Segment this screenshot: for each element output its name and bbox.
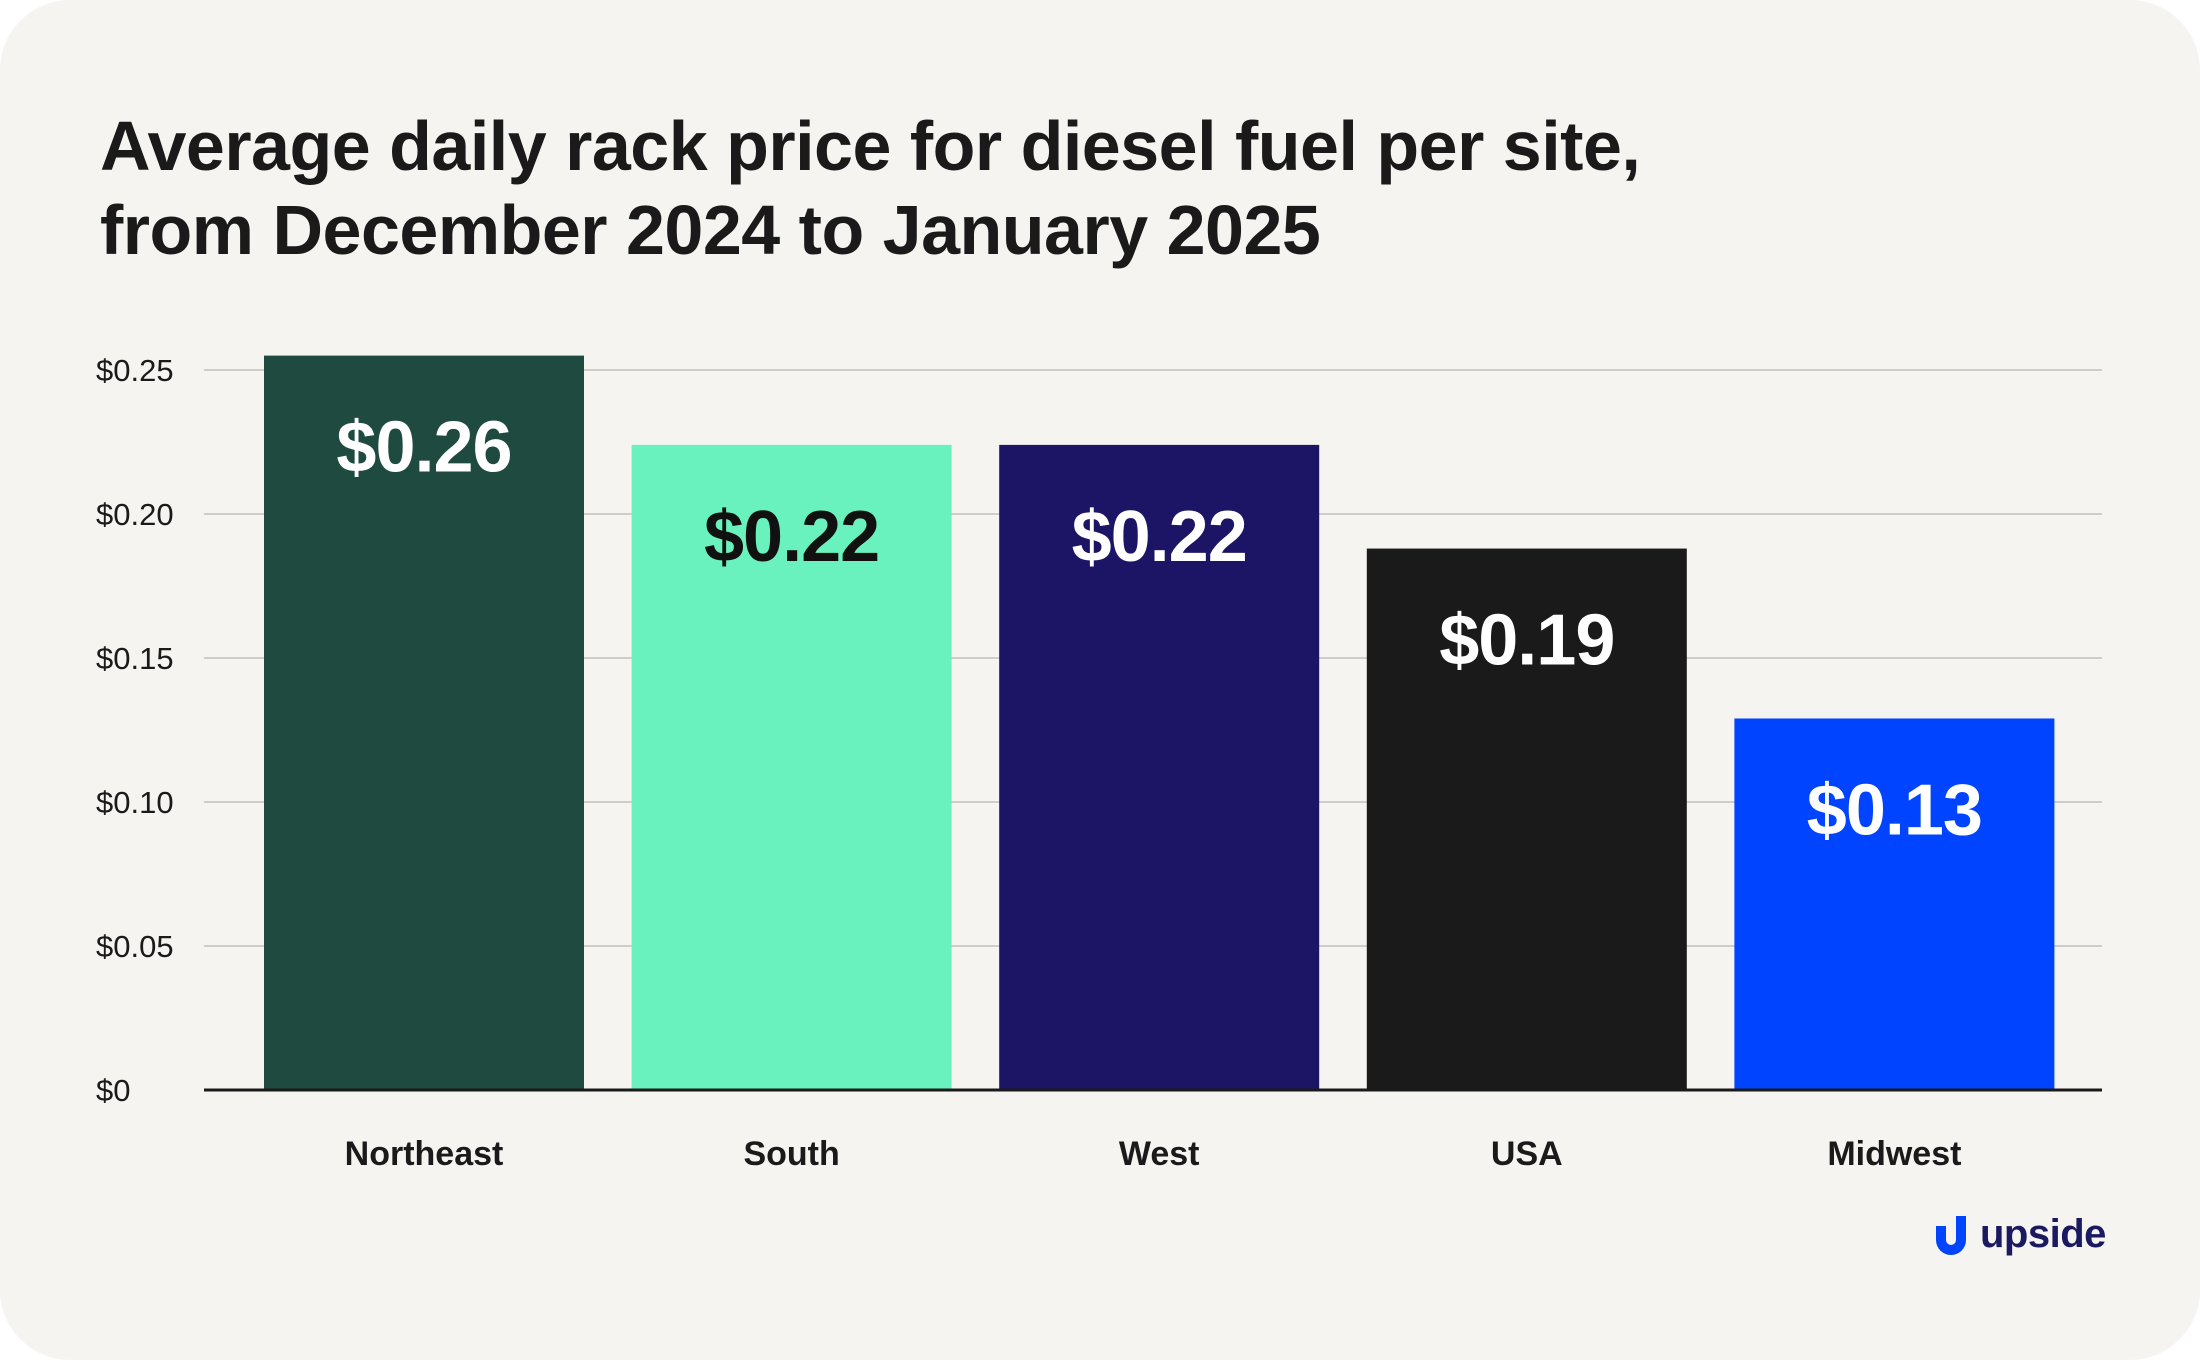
chart-title-line-1: Average daily rack price for diesel fuel… [100,107,1641,185]
y-tick-label: $0.10 [96,785,174,820]
x-tick-label: South [743,1135,839,1173]
x-axis-labels: Northeast South West USA Midwest [345,1135,1962,1173]
data-label: $0.22 [1072,497,1247,577]
y-tick-label: $0 [96,1073,130,1108]
y-axis-ticks: $0 $0.05 $0.10 $0.15 $0.20 $0.25 [96,353,174,1108]
data-label: $0.19 [1439,601,1614,681]
bars [264,355,2055,1091]
x-tick-label: West [1119,1135,1200,1173]
x-tick-label: Northeast [345,1135,504,1173]
brand-logo: upside [1932,1212,2106,1256]
data-labels: $0.26 $0.22 $0.22 $0.19 $0.13 [336,408,1983,851]
brand-name: upside [1980,1212,2106,1256]
bar-south [631,444,952,1090]
chart-title-line-2: from December 2024 to January 2025 [100,191,1321,269]
x-tick-label: Midwest [1827,1135,1961,1173]
y-tick-label: $0.05 [96,929,174,964]
x-tick-label: USA [1491,1135,1563,1173]
y-tick-label: $0.20 [96,497,174,532]
bar-west [999,444,1320,1090]
data-label: $0.26 [336,408,511,488]
bar-northeast [264,355,584,1091]
upside-logo-icon [1936,1216,1966,1255]
data-label: $0.13 [1807,770,1982,850]
data-label: $0.22 [704,497,879,577]
bar-midwest [1734,718,2055,1090]
bar-usa [1366,548,1687,1090]
y-tick-label: $0.25 [96,353,174,388]
chart-title: Average daily rack price for diesel fuel… [100,104,2000,272]
y-tick-label: $0.15 [96,641,174,676]
